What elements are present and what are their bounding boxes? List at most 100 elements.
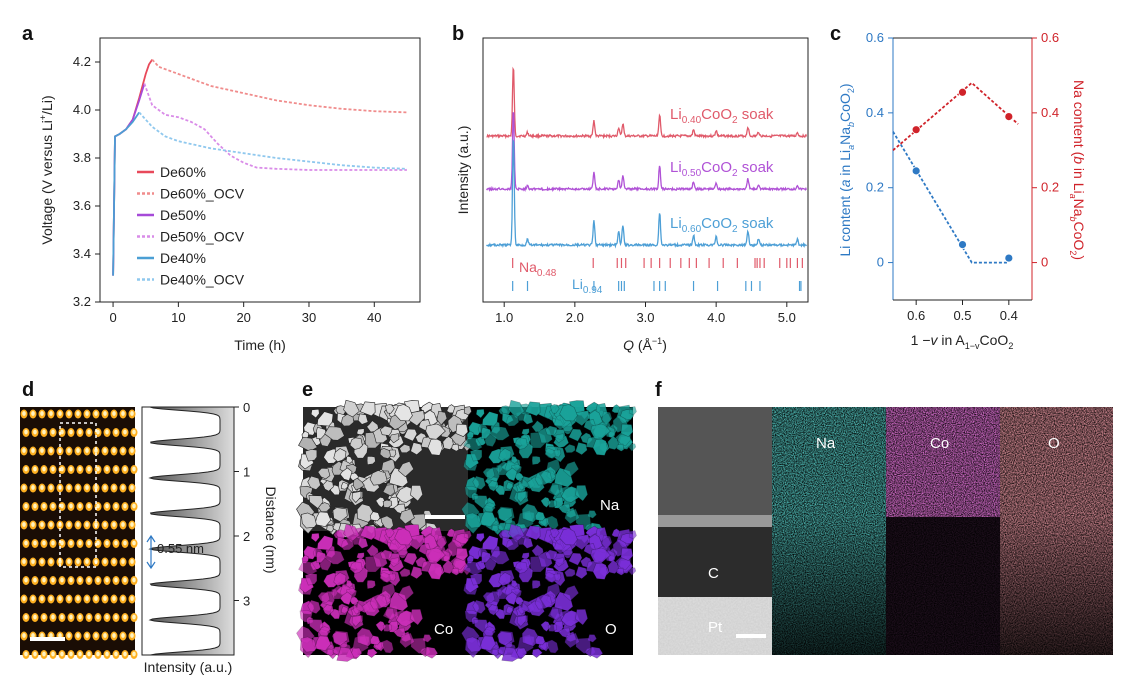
label-li050-soak: Li0.50CoO2 soak: [670, 159, 774, 179]
grain: [590, 547, 611, 564]
grain: [547, 499, 558, 508]
atom-core: [103, 448, 107, 453]
atom-core: [24, 466, 28, 472]
atom-core: [49, 485, 53, 490]
atom-core: [69, 503, 73, 509]
atom-core: [31, 559, 35, 564]
o-map-label: O: [605, 621, 617, 638]
panel-label-f: f: [655, 379, 662, 401]
distance-tick-label: 1: [243, 465, 250, 480]
grain: [554, 433, 565, 444]
grain: [351, 490, 362, 503]
atom-core: [40, 559, 44, 564]
atom-columns: [20, 409, 138, 659]
grain: [382, 608, 395, 621]
atom-core: [112, 485, 116, 490]
grain: [563, 585, 580, 602]
atom-core: [31, 596, 35, 601]
grain: [307, 475, 321, 490]
grain: [531, 420, 544, 433]
atom-core: [123, 651, 127, 657]
grain: [379, 572, 391, 583]
grain: [524, 525, 541, 541]
right-y-tick-label: 0: [1041, 255, 1048, 270]
grain: [427, 562, 443, 580]
atom-core: [49, 596, 53, 601]
grain: [389, 557, 400, 568]
o-map-label: O: [1048, 435, 1060, 452]
grain: [427, 438, 443, 456]
atom-core: [112, 411, 116, 416]
grain: [394, 404, 413, 422]
grain: [310, 408, 320, 419]
panel-c: c 0.6 0.5 0.4 0 0.2 0.4 0.6 0 0.2 0.4 0.6 1 −v in …: [830, 23, 1087, 351]
grain: [366, 455, 376, 466]
atom-core: [78, 651, 82, 657]
atom-core: [24, 577, 28, 583]
atom-core: [76, 522, 80, 527]
grain: [481, 535, 499, 551]
atom-core: [42, 466, 46, 472]
grain: [544, 425, 558, 436]
grain: [510, 455, 519, 464]
atom-core: [22, 559, 26, 564]
grain: [531, 579, 541, 590]
panel-label-a: a: [22, 23, 34, 45]
panel-label-d: d: [22, 379, 34, 401]
atom-core: [114, 577, 118, 583]
atom-core: [58, 411, 62, 416]
grain: [506, 481, 514, 490]
atom-core: [96, 429, 100, 435]
grain: [369, 511, 381, 522]
grain: [366, 544, 379, 557]
grain: [472, 599, 486, 614]
grain: [318, 626, 331, 637]
grain: [506, 537, 520, 551]
grain: [540, 496, 552, 508]
atom-core: [105, 503, 109, 509]
atom-core: [42, 614, 46, 620]
atom-core: [42, 577, 46, 583]
atom-core: [112, 596, 116, 601]
na-fit-line: [892, 81, 1019, 151]
grain: [349, 561, 363, 574]
atom-core: [24, 540, 28, 546]
label-li060-soak: Li0.60CoO2 soak: [670, 215, 774, 235]
distance-tick-label: 3: [243, 594, 250, 609]
series-line: [151, 58, 407, 114]
y-tick-label: 3.8: [73, 150, 91, 165]
atom-core: [96, 577, 100, 583]
distance-tick-label: 0: [243, 400, 250, 415]
atom-core: [69, 540, 73, 546]
grain: [399, 508, 415, 525]
atom-core: [114, 614, 118, 620]
atom-core: [78, 503, 82, 509]
x-tick-label: 10: [171, 310, 185, 325]
atom-core: [132, 577, 136, 583]
grain: [455, 547, 469, 561]
grain: [534, 594, 553, 610]
grain: [514, 561, 528, 574]
grain: [352, 477, 365, 491]
y-tick-label: 3.4: [73, 246, 91, 261]
scale-bar: [736, 634, 766, 638]
atom-core: [42, 540, 46, 546]
grain: [534, 635, 546, 646]
carbon-layer: [658, 527, 772, 597]
grain: [504, 591, 518, 606]
atom-core: [31, 485, 35, 490]
atom-core: [76, 485, 80, 490]
na-data-point: [1004, 112, 1014, 121]
y-tick-label: 3.6: [73, 198, 91, 213]
atom-core: [103, 522, 107, 527]
x-axis-label: Q (Å−1): [623, 336, 667, 353]
grain: [564, 508, 580, 525]
pt-texture: [658, 597, 772, 655]
atom-core: [67, 633, 71, 638]
atom-core: [60, 540, 64, 546]
atom-core: [94, 448, 98, 453]
grain: [322, 603, 334, 616]
grain: [531, 544, 544, 557]
y-ticks: 3.2 3.4 3.6 3.8 4.0 4.2: [73, 54, 100, 309]
grain: [385, 528, 395, 538]
